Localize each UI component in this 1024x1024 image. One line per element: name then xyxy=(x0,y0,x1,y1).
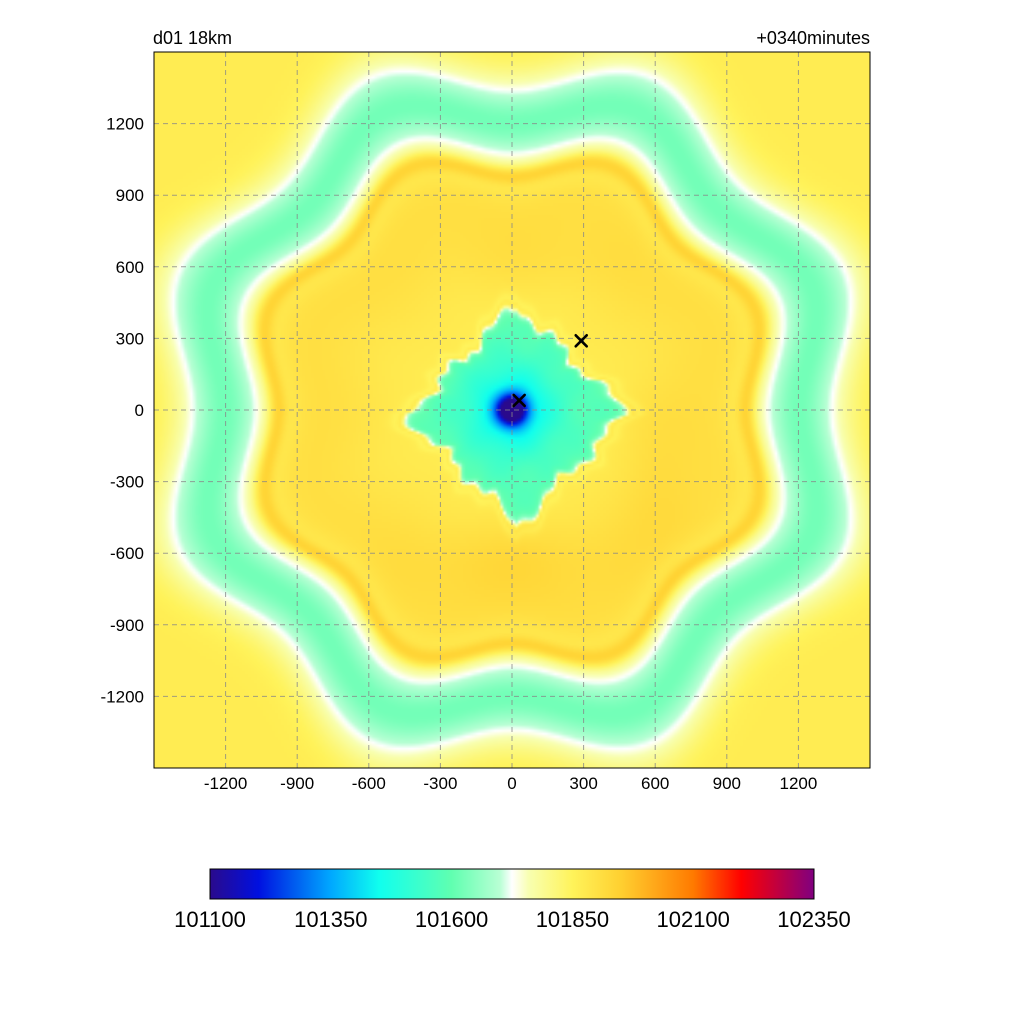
x-tick-label: 600 xyxy=(641,774,669,793)
y-tick-label: 900 xyxy=(116,186,144,205)
markers xyxy=(512,333,589,408)
x-tick-label: -1200 xyxy=(204,774,247,793)
x-tick-label: -300 xyxy=(423,774,457,793)
colorbar: 101100 101350 101600 101850 102100 102350 xyxy=(174,868,851,932)
y-tick-label: -900 xyxy=(110,616,144,635)
x-axis-ticks: -1200 -900 -600 -300 0 300 600 900 1200 xyxy=(204,774,817,793)
pressure-heatmap xyxy=(154,52,870,768)
grid-lines xyxy=(154,52,870,768)
colorbar-tick-label: 101350 xyxy=(294,907,367,932)
colorbar-tick-label: 101850 xyxy=(536,907,609,932)
x-tick-label: 1200 xyxy=(779,774,817,793)
x-marker xyxy=(512,393,526,408)
x-tick-label: 300 xyxy=(569,774,597,793)
colorbar-tick-label: 101600 xyxy=(415,907,488,932)
colorbar-tick-label: 101100 xyxy=(174,907,246,932)
x-tick-label: -900 xyxy=(280,774,314,793)
title-left: d01 18km xyxy=(153,28,232,48)
y-tick-label: 0 xyxy=(135,401,144,420)
y-tick-label: -300 xyxy=(110,473,144,492)
plot-frame xyxy=(153,51,871,769)
y-tick-label: -1200 xyxy=(101,687,144,706)
colorbar-frame xyxy=(209,868,815,900)
title-right: +0340minutes xyxy=(756,28,870,48)
y-tick-label: 600 xyxy=(116,258,144,277)
x-tick-label: 0 xyxy=(507,774,516,793)
y-tick-label: -600 xyxy=(110,544,144,563)
y-axis-ticks: 1200 900 600 300 0 -300 -600 -900 -1200 xyxy=(101,115,144,707)
y-tick-label: 1200 xyxy=(106,115,144,134)
plot-area xyxy=(153,51,871,769)
x-marker xyxy=(574,333,589,348)
x-tick-label: -600 xyxy=(352,774,386,793)
y-tick-label: 300 xyxy=(116,329,144,348)
colorbar-tick-label: 102350 xyxy=(777,907,850,932)
x-tick-label: 900 xyxy=(713,774,741,793)
colorbar-gradient xyxy=(210,869,814,899)
colorbar-ticks: 101100 101350 101600 101850 102100 102350 xyxy=(174,907,851,932)
colorbar-tick-label: 102100 xyxy=(656,907,729,932)
